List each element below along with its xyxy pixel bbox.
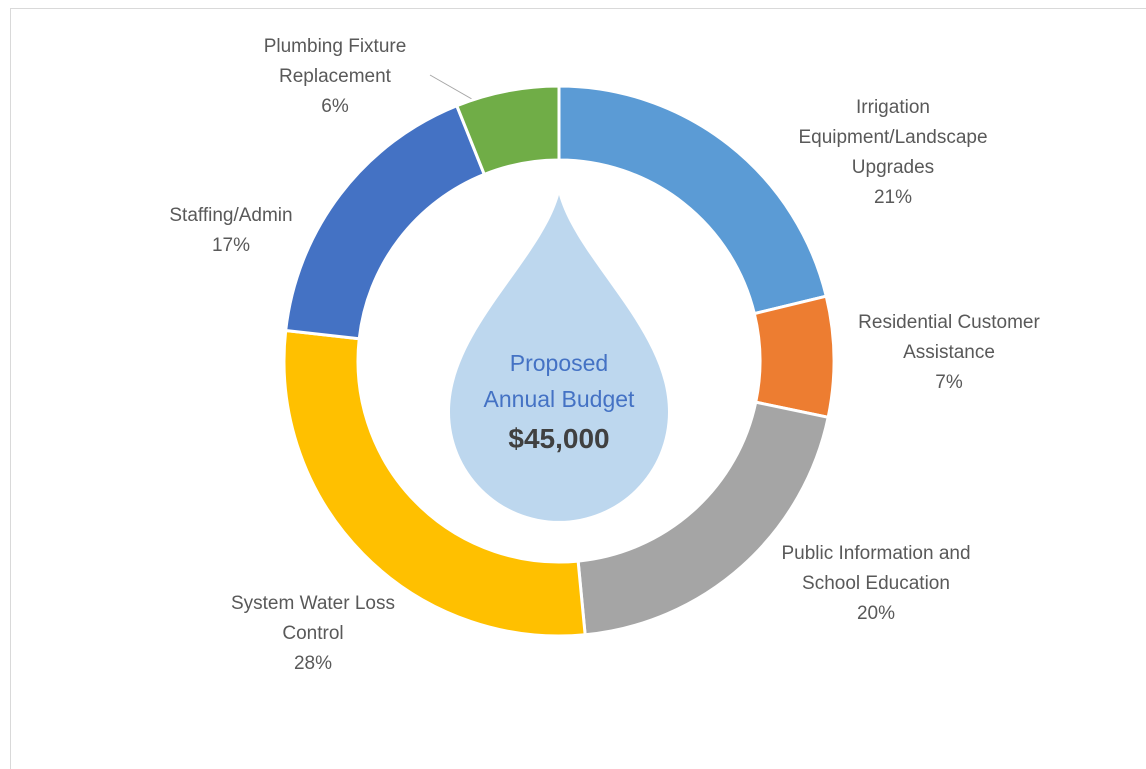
slice-label: Staffing/Admin 17%: [131, 201, 331, 261]
center-value: $45,000: [508, 423, 610, 454]
slice: [752, 294, 836, 420]
slice: [282, 328, 587, 638]
slice-label: Public Information and School Education 2…: [756, 539, 996, 629]
slice-label: System Water Loss Control 28%: [203, 589, 423, 679]
center-label: Proposed Annual Budget: [483, 350, 635, 412]
category-name: Plumbing Fixture Replacement: [263, 36, 407, 87]
category-name: Irrigation Equipment/Landscape Upgrades: [798, 97, 988, 178]
category-name: System Water Loss Control: [230, 593, 395, 644]
slice-label: Residential Customer Assistance 7%: [829, 308, 1069, 398]
category-name: Public Information and School Education: [781, 543, 971, 594]
value-label: 7%: [935, 372, 963, 393]
category-name: Residential Customer Assistance: [858, 312, 1040, 363]
slice-label: Plumbing Fixture Replacement 6%: [235, 32, 435, 122]
value-label: 20%: [856, 603, 896, 624]
category-name: Staffing/Admin: [169, 205, 293, 226]
value-label: 17%: [211, 235, 251, 256]
slices: [282, 84, 836, 638]
chart-border: [10, 8, 1146, 769]
value-label: 6%: [321, 96, 349, 117]
center-text: Proposed Annual Budget $45,000: [479, 345, 639, 461]
slice: [454, 84, 561, 177]
slice-label: Irrigation Equipment/Landscape Upgrades 2…: [773, 93, 1013, 213]
water-drop: [450, 195, 668, 521]
value-label: 28%: [293, 653, 333, 674]
value-label: 21%: [873, 187, 913, 208]
